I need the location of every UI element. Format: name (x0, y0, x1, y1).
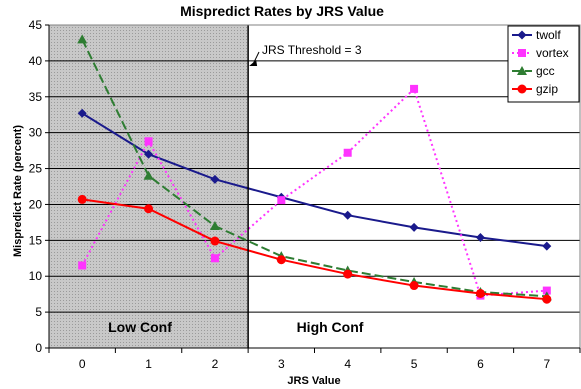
data-point-gzip (409, 281, 419, 291)
legend-label-gzip: gzip (536, 82, 558, 96)
y-tick-label: 45 (29, 18, 43, 32)
threshold-arrowhead (249, 60, 258, 66)
data-point-gzip (343, 269, 353, 279)
region-label-low-conf: Low Conf (108, 319, 172, 335)
data-point-twolf (475, 232, 485, 242)
legend-label-gcc: gcc (536, 64, 555, 78)
legend-marker-vortex (518, 49, 526, 57)
data-point-gzip (144, 204, 154, 214)
chart-title: Mispredict Rates by JRS Value (180, 3, 384, 19)
x-tick-label: 3 (278, 357, 285, 371)
legend: twolf vortex gcc gzip (507, 25, 580, 103)
legend-label-vortex: vortex (536, 46, 569, 60)
y-tick-label: 20 (29, 197, 43, 211)
x-tick-label: 4 (344, 357, 351, 371)
series-line-gzip (82, 198, 547, 301)
x-tick-label: 0 (79, 357, 86, 371)
data-point-twolf (343, 210, 353, 220)
legend-marker-gzip (517, 84, 527, 94)
y-tick-label: 35 (29, 90, 43, 104)
data-point-gcc (209, 220, 220, 230)
y-tick-label: 30 (29, 126, 43, 140)
data-point-gzip (77, 194, 87, 204)
data-point-vortex (542, 286, 551, 295)
data-point-gzip (276, 255, 286, 265)
region-label-high-conf: High Conf (297, 319, 364, 335)
series-twolf (77, 108, 552, 251)
x-tick-label: 1 (145, 357, 152, 371)
x-tick-label: 2 (212, 357, 219, 371)
data-point-gcc (143, 170, 154, 180)
data-point-vortex (210, 254, 219, 263)
y-tick-label: 10 (29, 269, 43, 283)
y-axis-title: Mispredict Rate (percent) (12, 125, 24, 257)
x-tick-label: 7 (543, 357, 550, 371)
data-point-vortex (410, 84, 419, 93)
legend-label-twolf: twolf (536, 28, 561, 42)
y-tick-label: 25 (29, 162, 43, 176)
y-tick-label: 40 (29, 54, 43, 68)
threshold-label: JRS Threshold = 3 (262, 43, 362, 57)
legend-marker-gcc (517, 66, 527, 75)
data-point-vortex (277, 196, 286, 205)
data-point-twolf (144, 149, 154, 159)
x-tick-label: 6 (477, 357, 484, 371)
x-axis-title: JRS Value (287, 375, 340, 387)
series-line-twolf (81, 112, 547, 248)
data-point-vortex (343, 148, 352, 157)
series-gzip (77, 194, 552, 304)
data-point-twolf (409, 222, 419, 232)
series-line-gcc (81, 38, 547, 298)
data-point-vortex (78, 261, 87, 270)
data-point-twolf (210, 174, 220, 184)
y-tick-label: 0 (35, 341, 42, 355)
data-point-twolf (77, 108, 87, 118)
legend-marker-twolf (517, 30, 527, 40)
data-point-twolf (542, 241, 552, 251)
x-tick-label: 5 (411, 357, 418, 371)
data-point-gzip (542, 294, 552, 304)
data-point-gzip (210, 236, 220, 246)
y-tick-label: 5 (35, 305, 42, 319)
y-tick-label: 15 (29, 233, 43, 247)
shaded-region (49, 25, 249, 348)
data-point-vortex (144, 137, 153, 146)
data-point-gcc (77, 34, 88, 44)
data-point-gzip (475, 288, 485, 298)
